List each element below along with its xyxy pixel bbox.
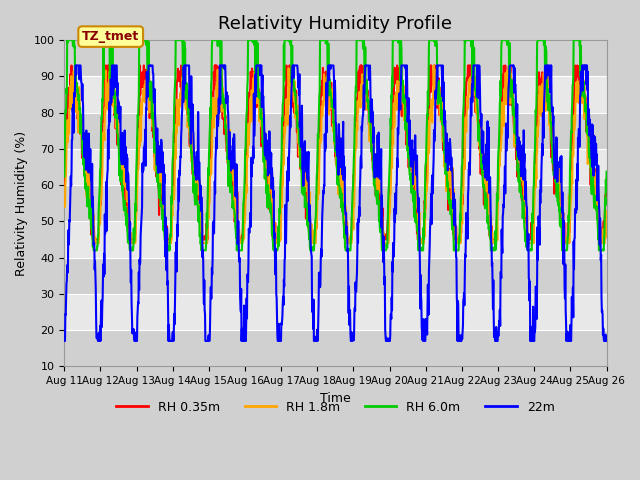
Text: TZ_tmet: TZ_tmet <box>82 30 140 43</box>
Legend: RH 0.35m, RH 1.8m, RH 6.0m, 22m: RH 0.35m, RH 1.8m, RH 6.0m, 22m <box>111 396 559 419</box>
Bar <box>64 185 607 221</box>
Bar <box>64 113 607 149</box>
Title: Relativity Humidity Profile: Relativity Humidity Profile <box>218 15 452 33</box>
Bar <box>64 258 607 294</box>
X-axis label: Time: Time <box>320 392 351 405</box>
Bar <box>64 330 607 366</box>
Y-axis label: Relativity Humidity (%): Relativity Humidity (%) <box>15 131 28 276</box>
Bar <box>64 40 607 76</box>
